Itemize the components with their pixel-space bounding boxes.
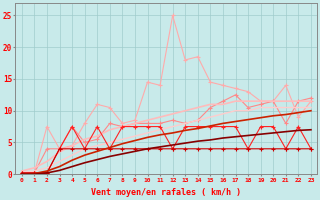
X-axis label: Vent moyen/en rafales ( km/h ): Vent moyen/en rafales ( km/h ) — [92, 188, 241, 197]
